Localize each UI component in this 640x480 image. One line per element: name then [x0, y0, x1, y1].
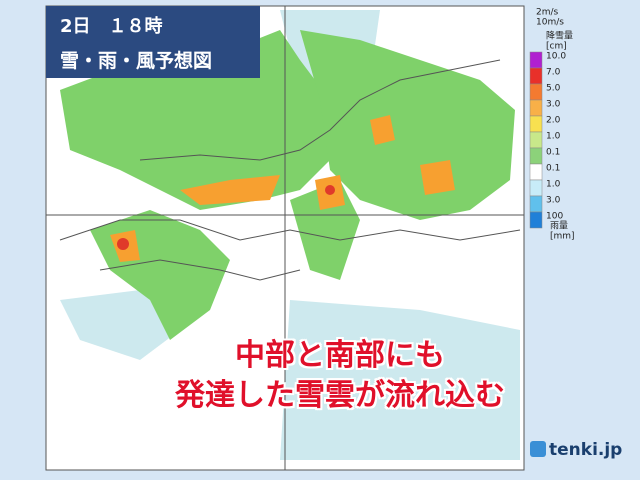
- legend-swatch: [529, 179, 543, 197]
- legend-unit: [mm]: [550, 232, 575, 242]
- legend-swatch: [529, 115, 543, 133]
- legend-swatch: [529, 147, 543, 165]
- logo-icon: [530, 441, 546, 457]
- coastlines: [46, 6, 524, 470]
- legend-label: 10.0: [546, 52, 566, 62]
- overlay-text: 中部と南部にも: [235, 338, 445, 373]
- logo: tenki.jp: [530, 440, 622, 460]
- title-box: 2日 １８時 雪・雨・風予想図: [46, 6, 260, 78]
- wind-legend-label: 2m/s: [536, 8, 559, 18]
- legend-unit: [cm]: [546, 42, 567, 52]
- legend-label: 2.0: [546, 116, 561, 126]
- legend-label: 3.0: [546, 100, 561, 110]
- legend-swatch: [529, 131, 543, 149]
- legend-label: 7.0: [546, 68, 561, 78]
- legend-swatch: [529, 51, 543, 69]
- legend-swatch: [529, 195, 543, 213]
- legend-swatch: [529, 211, 543, 229]
- overlay-text: 発達した雪雲が流れ込む: [175, 378, 505, 413]
- very-heavy-snow: [117, 185, 335, 250]
- legend-swatch: [529, 67, 543, 85]
- legend-swatch: [529, 99, 543, 117]
- legend-swatch: [529, 163, 543, 181]
- legend-title: 雨量: [550, 221, 568, 232]
- time: 2日 １８時: [60, 16, 163, 37]
- legend-label: 1.0: [546, 132, 561, 142]
- wind-legend-label: 10m/s: [536, 18, 564, 28]
- legend-label: 0.1: [546, 164, 560, 174]
- legend-swatch: [529, 83, 543, 101]
- logo-text: tenki.jp: [549, 440, 623, 460]
- heavy-snow: [110, 115, 455, 262]
- legend-label: 100: [546, 212, 563, 222]
- legend-label: 3.0: [546, 196, 561, 206]
- legend-label: 0.1: [546, 148, 560, 158]
- title: 雪・雨・風予想図: [60, 50, 213, 72]
- legend-label: 5.0: [546, 84, 561, 94]
- legend-title: 降雪量: [546, 30, 573, 42]
- legend-label: 1.0: [546, 180, 561, 190]
